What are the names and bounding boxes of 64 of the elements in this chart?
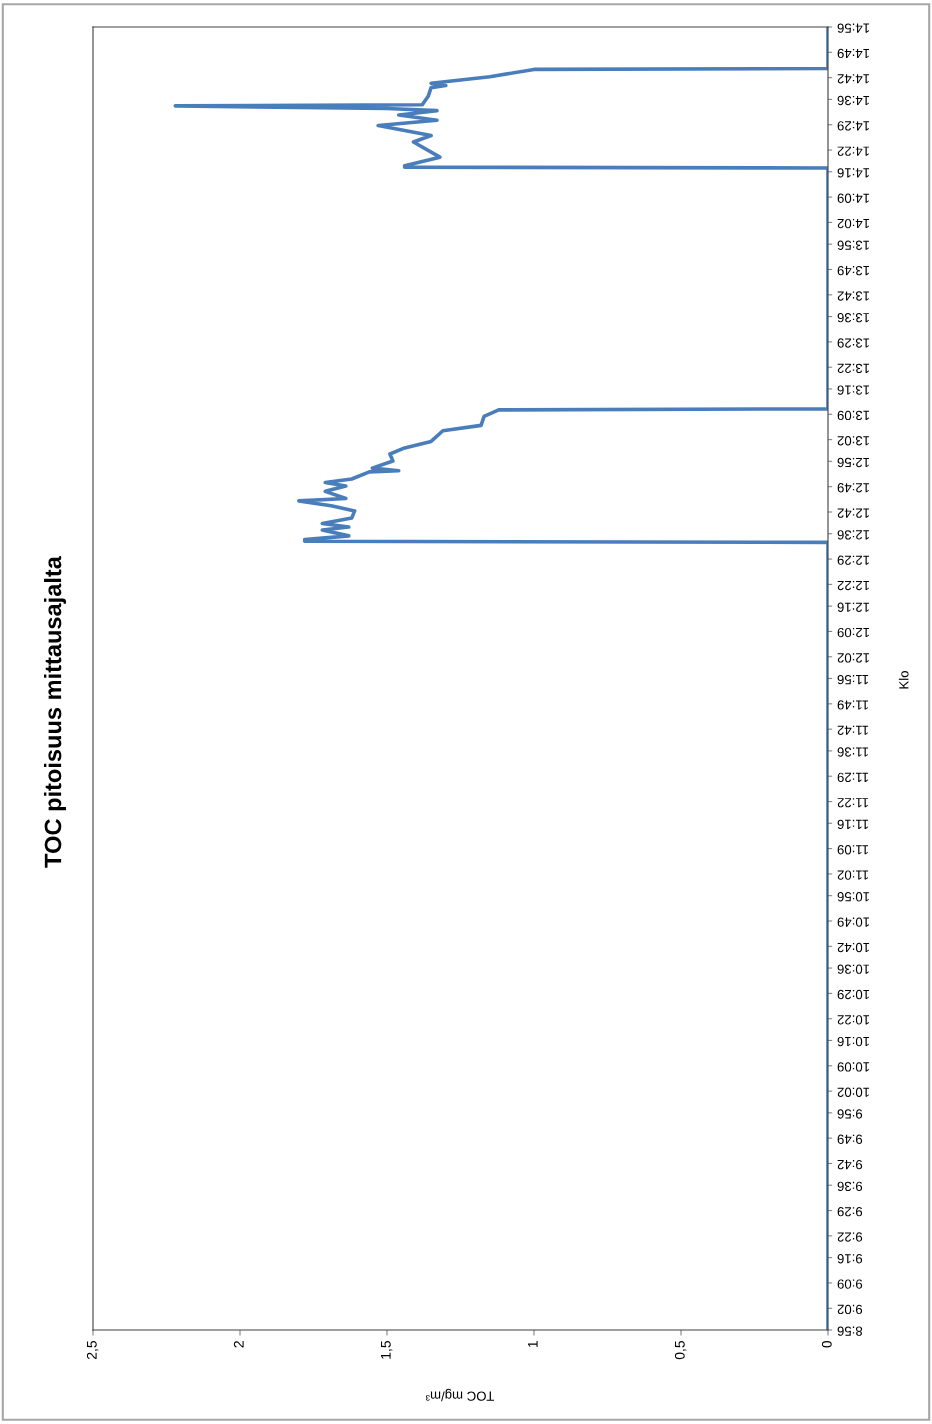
y-tick-label: 10:16 [837,1036,870,1047]
y-tick-label: 14:36 [837,95,870,106]
y-tick-label: 11:42 [837,725,869,735]
y-tick-label: 9:16 [837,1254,863,1264]
y-tick-label: 13:16 [837,385,870,395]
y-tick-label: 8:56 [837,1326,863,1336]
y-tick-label: 9:02 [837,1304,863,1315]
y-tick-label: 11:56 [837,674,869,685]
y-tick-label: 9:29 [837,1207,863,1217]
y-tick-label: 14:16 [837,168,870,178]
y-tick-label: 13:09 [837,410,870,421]
y-axis-title: Klo [898,671,909,689]
y-tick-label: 12:36 [837,530,870,540]
y-tick-label: 13:02 [837,436,870,446]
x-tick-label: 0,5 [674,1341,687,1360]
y-tick-label: 11:09 [837,845,869,855]
x-axis-title: TOC mg/m³ [425,1388,495,1402]
y-tick-label: 11:02 [837,870,869,880]
y-tick-label: 11:36 [837,747,869,757]
y-tick-label: 9:56 [837,1109,863,1119]
x-tick-label: 2 [233,1341,244,1348]
y-tick-label: 12:16 [837,602,870,612]
text: TOC pitoisuus mittausajalta [44,555,67,868]
y-tick-label: 14:56 [837,23,870,33]
y-tick-label: 14:29 [837,121,870,131]
y-tick-label: 10:42 [837,942,870,953]
y-tick-label: 14:22 [837,146,870,156]
y-tick-label: 13:36 [837,313,870,323]
y-tick-label: 10:29 [837,989,870,1000]
y-tick-label: 12:02 [837,653,870,663]
y-tick-label: 12:09 [837,627,870,638]
y-tick-label: 14:02 [837,218,870,229]
y-tick-label: 10:02 [837,1087,870,1097]
y-tick-label: 9:49 [837,1134,863,1144]
y-tick-label: 13:22 [837,363,870,374]
x-tick-label: 1,5 [381,1341,393,1359]
y-tick-label: 12:49 [837,483,870,493]
y-tick-label: 10:49 [837,917,870,927]
y-tick-label: 10:36 [837,964,870,974]
y-tick-label: 12:22 [837,580,870,591]
y-tick-label: 10:09 [837,1062,870,1072]
y-tick-label: 14:42 [837,74,870,84]
y-tick-label: 10:56 [837,892,870,902]
y-tick-label: 13:49 [837,265,870,276]
x-tick-label: 0 [821,1340,832,1348]
y-tick-label: 9:09 [837,1279,863,1289]
y-tick-label: 11:49 [837,700,869,710]
y-tick-label: 10:22 [837,1015,870,1025]
y-tick-label: 12:56 [837,457,870,468]
y-tick-label: 13:42 [837,291,870,301]
x-tick-label: 1 [528,1341,538,1348]
y-tick-label: 14:49 [837,48,870,59]
y-tick-label: 11:29 [837,772,869,783]
y-tick-label: 14:09 [837,193,870,203]
y-tick-label: 13:56 [837,240,870,250]
y-tick-label: 9:42 [837,1159,863,1170]
y-tick-label: 9:36 [837,1181,863,1192]
y-tick-label: 11:22 [837,798,869,808]
y-tick-label: 12:29 [837,555,870,565]
y-tick-label: 11:16 [837,819,869,830]
y-tick-label: 9:22 [837,1232,863,1242]
y-tick-label: 13:29 [837,338,870,348]
y-tick-label: 12:42 [837,508,870,518]
x-tick-label: 2,5 [86,1341,99,1360]
